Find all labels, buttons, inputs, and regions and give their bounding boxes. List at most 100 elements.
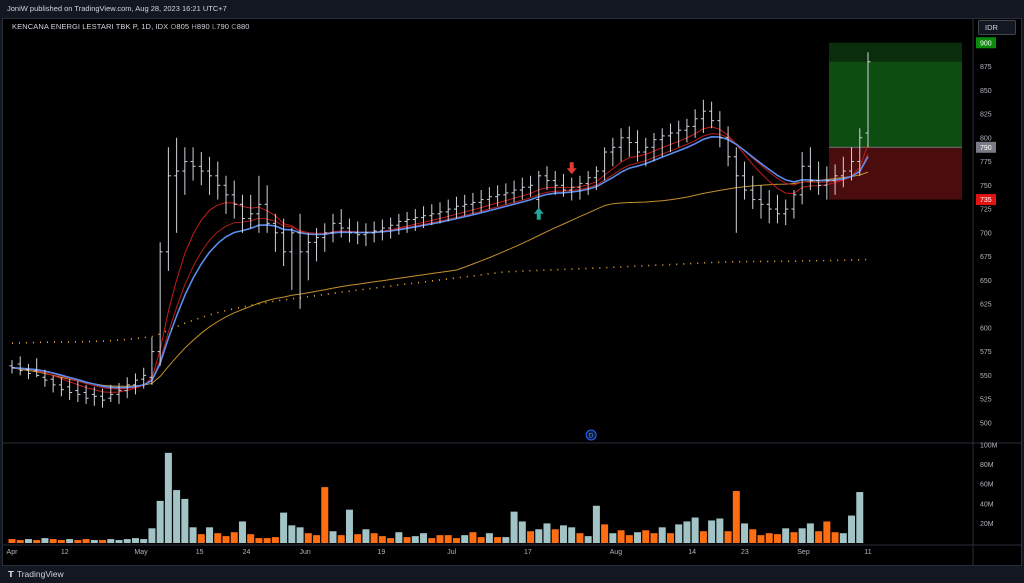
ohlc-bar[interactable] <box>67 379 73 401</box>
volume-bar[interactable] <box>271 537 279 543</box>
ohlc-bar[interactable] <box>190 147 196 181</box>
ohlc-bar[interactable] <box>478 190 484 212</box>
volume-bar[interactable] <box>699 531 707 543</box>
ohlc-bar[interactable] <box>371 221 377 243</box>
ohlc-bar[interactable] <box>165 147 171 271</box>
ohlc-bar[interactable] <box>314 228 320 262</box>
volume-bar[interactable] <box>502 537 510 543</box>
ohlc-bar[interactable] <box>816 161 822 195</box>
volume-bar[interactable] <box>238 521 246 543</box>
ohlc-bar[interactable] <box>470 192 476 214</box>
volume-bar[interactable] <box>148 528 156 543</box>
volume-bar[interactable] <box>494 537 502 543</box>
volume-bar[interactable] <box>806 523 814 543</box>
volume-bar[interactable] <box>650 533 658 543</box>
volume-bar[interactable] <box>49 539 57 543</box>
volume-bar[interactable] <box>642 530 650 543</box>
volume-bar[interactable] <box>99 540 107 543</box>
ohlc-bar[interactable] <box>840 156 846 188</box>
volume-bar[interactable] <box>378 536 386 543</box>
ohlc-bar[interactable] <box>536 171 542 214</box>
volume-bar[interactable] <box>461 535 469 543</box>
ohlc-bar[interactable] <box>676 120 682 148</box>
ohlc-bar[interactable] <box>519 177 525 200</box>
ohlc-bar[interactable] <box>511 180 517 203</box>
ohlc-bar[interactable] <box>717 111 723 148</box>
ohlc-bar[interactable] <box>157 242 163 366</box>
stop-zone[interactable] <box>829 147 962 200</box>
ohlc-bar[interactable] <box>643 137 649 167</box>
volume-bar[interactable] <box>625 535 633 543</box>
volume-bar[interactable] <box>387 538 395 543</box>
volume-bar[interactable] <box>634 532 642 543</box>
ohlc-bar[interactable] <box>281 218 287 267</box>
ohlc-bar[interactable] <box>626 126 632 157</box>
ohlc-bar[interactable] <box>824 166 830 200</box>
ohlc-bar[interactable] <box>346 218 352 243</box>
ohlc-bar[interactable] <box>207 156 213 195</box>
ohlc-bar[interactable] <box>462 194 468 216</box>
ohlc-bar[interactable] <box>610 137 616 167</box>
volume-bar[interactable] <box>131 538 139 543</box>
ohlc-bar[interactable] <box>495 185 501 207</box>
volume-bar[interactable] <box>527 531 535 543</box>
volume-bar[interactable] <box>452 538 460 543</box>
ohlc-bar[interactable] <box>742 161 748 200</box>
volume-bar[interactable] <box>839 533 847 543</box>
volume-bar[interactable] <box>247 534 255 543</box>
ohlc-bar[interactable] <box>174 137 180 233</box>
volume-bar[interactable] <box>683 521 691 543</box>
volume-bar[interactable] <box>609 533 617 543</box>
ohlc-bar[interactable] <box>560 173 566 197</box>
tradingview-brand[interactable]: 𝗧 TradingView <box>8 569 64 580</box>
ohlc-bar[interactable] <box>528 175 534 197</box>
ohlc-bar[interactable] <box>421 206 427 229</box>
ohlc-bar[interactable] <box>75 381 81 402</box>
ohlc-bar[interactable] <box>42 369 48 387</box>
volume-bar[interactable] <box>222 536 230 543</box>
sell-signal-arrow-icon[interactable] <box>566 162 577 175</box>
volume-bar[interactable] <box>823 521 831 543</box>
ohlc-bar[interactable] <box>355 221 361 245</box>
ohlc-bar[interactable] <box>585 171 591 195</box>
volume-bar[interactable] <box>354 534 362 543</box>
volume-bar[interactable] <box>57 540 65 543</box>
volume-bar[interactable] <box>601 524 609 543</box>
volume-bar[interactable] <box>798 528 806 543</box>
volume-bar[interactable] <box>66 539 74 543</box>
volume-bar[interactable] <box>691 517 699 543</box>
ohlc-bar[interactable] <box>256 175 262 233</box>
ohlc-bar[interactable] <box>733 147 739 233</box>
ohlc-bar[interactable] <box>503 183 509 205</box>
ohlc-bar[interactable] <box>223 175 229 214</box>
volume-bar[interactable] <box>181 498 189 543</box>
volume-bar[interactable] <box>362 529 370 543</box>
ohlc-bar[interactable] <box>684 118 690 143</box>
volume-bar[interactable] <box>436 535 444 543</box>
volume-bar[interactable] <box>568 527 576 543</box>
ohlc-bar[interactable] <box>667 123 673 153</box>
volume-bar[interactable] <box>214 533 222 543</box>
volume-bar[interactable] <box>329 531 337 543</box>
ohlc-bar[interactable] <box>865 52 871 148</box>
volume-bar[interactable] <box>189 527 197 543</box>
volume-bar[interactable] <box>74 540 82 543</box>
ohlc-bar[interactable] <box>445 199 451 222</box>
volume-bar[interactable] <box>617 530 625 543</box>
volume-bar[interactable] <box>510 511 518 543</box>
ohlc-bar[interactable] <box>783 199 789 226</box>
volume-bar[interactable] <box>321 487 329 543</box>
volume-bar[interactable] <box>288 525 296 543</box>
volume-bar[interactable] <box>16 540 24 543</box>
volume-bar[interactable] <box>732 491 740 543</box>
volume-bar[interactable] <box>206 527 214 543</box>
ohlc-bar[interactable] <box>412 209 418 231</box>
volume-bar[interactable] <box>173 490 181 543</box>
volume-bar[interactable] <box>411 536 419 543</box>
volume-bar[interactable] <box>230 532 238 543</box>
volume-bar[interactable] <box>90 540 98 543</box>
volume-bar[interactable] <box>831 532 839 543</box>
ohlc-bar[interactable] <box>198 152 204 186</box>
volume-bar[interactable] <box>345 509 353 543</box>
